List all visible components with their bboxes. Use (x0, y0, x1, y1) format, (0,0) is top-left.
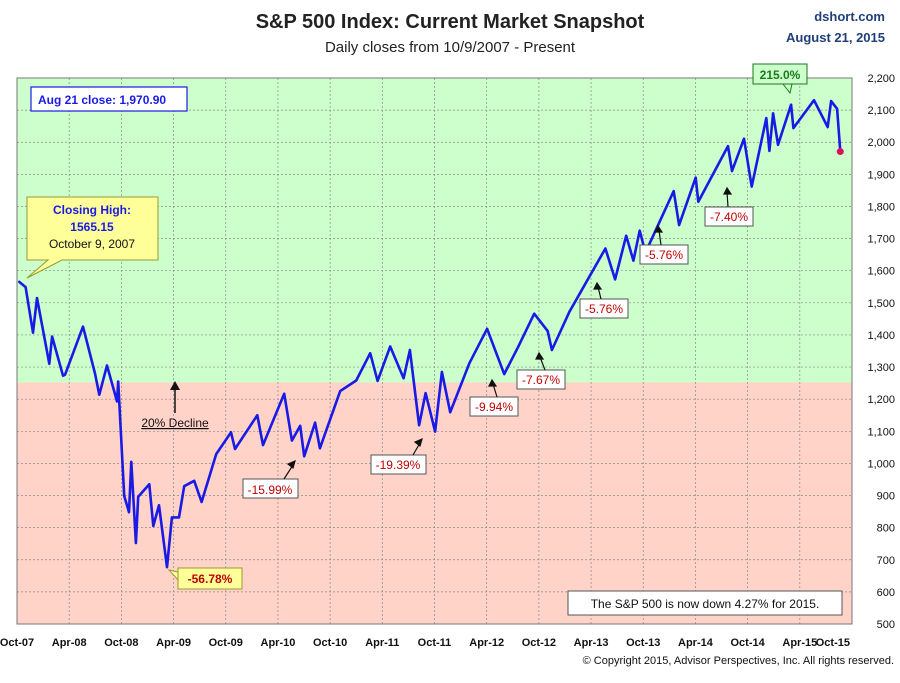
closing-high-line1: Closing High: (53, 203, 131, 217)
x-tick-label: Oct-10 (313, 637, 347, 649)
brand-label: dshort.com (814, 9, 885, 24)
y-tick-label: 1,100 (867, 426, 895, 438)
x-tick-label: Oct-14 (731, 637, 766, 649)
bear-bottom-label: -56.78% (188, 572, 233, 586)
y-tick-label: 1,000 (867, 458, 895, 470)
x-tick-label: Apr-10 (261, 637, 296, 649)
y-tick-label: 1,600 (867, 266, 895, 278)
chart-subtitle: Daily closes from 10/9/2007 - Present (325, 39, 576, 56)
plot-area (16, 77, 853, 625)
x-tick-label: Apr-14 (678, 637, 714, 649)
last-close-box (30, 86, 188, 112)
x-tick-label: Oct-11 (418, 637, 452, 649)
report-date: August 21, 2015 (786, 30, 885, 45)
correction-labels: -15.99% -19.39% -9.94% -7.67% -5.76% -5.… (242, 186, 754, 499)
decline-box (704, 206, 754, 227)
decline-box (639, 244, 689, 265)
decline-arrowhead (488, 378, 498, 387)
x-tick-label: Oct-09 (209, 637, 243, 649)
y-tick-label: 1,700 (867, 234, 895, 246)
y-tick-label: 1,200 (867, 394, 895, 406)
y-tick-label: 700 (877, 555, 895, 567)
decline-label: -7.40% (710, 210, 748, 224)
decline-box (370, 454, 427, 475)
peak-gain-pointer (781, 83, 793, 95)
x-tick-label: Apr-08 (52, 637, 87, 649)
decline-box (579, 298, 629, 319)
decline-20-label: 20% Decline (141, 416, 209, 430)
y-tick-label: 500 (877, 619, 895, 631)
x-axis: Oct-07 Apr-08 Oct-08 Apr-09 Oct-09 Apr-10 Oct-… (0, 637, 850, 649)
decline-arrowhead (723, 186, 733, 195)
y-tick-label: 2,100 (867, 105, 895, 117)
x-tick-label: Oct-08 (104, 637, 138, 649)
y-tick-label: 2,000 (867, 137, 895, 149)
plot-border (16, 77, 853, 625)
x-tick-label: Oct-13 (626, 637, 660, 649)
x-tick-label: Apr-12 (469, 637, 504, 649)
closing-high-callout (26, 196, 159, 279)
x-tick-label: Apr-11 (365, 637, 399, 649)
x-tick-label: Oct-12 (522, 637, 556, 649)
y-axis: 500 600 700 800 900 1,000 1,100 1,200 1,300 1,400… (867, 73, 895, 631)
decline-arrowhead (413, 437, 423, 448)
decline-arrowhead (593, 281, 603, 290)
decline-arrows (283, 186, 733, 480)
peak-gain-label: 215.0% (760, 68, 801, 82)
bear-bottom-pointer (167, 569, 179, 582)
decline-label: -7.67% (522, 373, 560, 387)
decline-label: -19.39% (376, 458, 421, 472)
decline-arrowhead (286, 459, 296, 470)
y-tick-label: 1,900 (867, 169, 895, 181)
decline-label: -5.76% (645, 248, 683, 262)
peak-gain-box (752, 63, 808, 85)
decline-20-arrowhead (170, 381, 180, 390)
y-tick-label: 600 (877, 587, 895, 599)
y-tick-label: 1,500 (867, 298, 895, 310)
ytd-note-box (567, 590, 843, 616)
x-tick-label: Apr-13 (574, 637, 609, 649)
ytd-note: The S&P 500 is now down 4.27% for 2015. (591, 597, 820, 611)
decline-box (516, 369, 566, 390)
x-tick-label: Apr-09 (156, 637, 191, 649)
closing-high-line3: October 9, 2007 (49, 237, 135, 251)
decline-label: -15.99% (248, 483, 293, 497)
decline-box (242, 478, 299, 499)
y-tick-label: 1,300 (867, 362, 895, 374)
x-tick-label: Oct-15 (816, 637, 850, 649)
last-close-label: Aug 21 close: 1,970.90 (38, 93, 166, 107)
y-tick-label: 900 (877, 491, 895, 503)
last-close-marker (836, 148, 844, 156)
y-tick-label: 800 (877, 523, 895, 535)
decline-label: -5.76% (585, 302, 623, 316)
closing-high-line2: 1565.15 (70, 220, 114, 234)
gridlines (17, 77, 852, 625)
x-tick-label: Oct-07 (0, 637, 34, 649)
y-tick-label: 1,800 (867, 201, 895, 213)
copyright: © Copyright 2015, Advisor Perspectives, … (583, 655, 894, 667)
y-tick-label: 1,400 (867, 330, 895, 342)
decline-arrowhead (654, 224, 664, 233)
sp500-price-line (18, 98, 842, 569)
decline-box (469, 396, 519, 417)
x-tick-label: Apr-15 (782, 637, 817, 649)
decline-arrowhead (535, 351, 545, 360)
y-tick-label: 2,200 (867, 73, 895, 85)
decline-label: -9.94% (475, 400, 513, 414)
chart-title: S&P 500 Index: Current Market Snapshot (256, 11, 645, 33)
